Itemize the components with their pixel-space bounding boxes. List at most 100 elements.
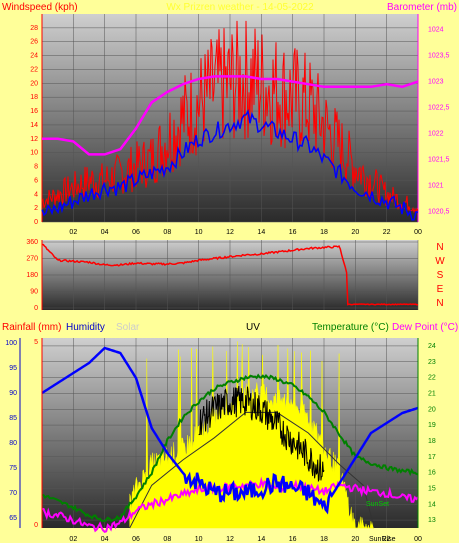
x-tick: 14 — [257, 536, 265, 543]
temp-tick: 19 — [428, 422, 436, 429]
x-tick: 06 — [132, 536, 140, 543]
direction-axis: 0 90 180 270 360 — [26, 239, 43, 312]
compass-letter: N — [436, 242, 443, 253]
direction-series — [41, 243, 418, 306]
weather-x-axis: 02 04 06 08 10 12 14 16 18 20 22 00 — [69, 536, 422, 543]
avg-windspeed-line — [41, 108, 419, 221]
humidity-axis: 65 70 75 80 85 90 95 100 — [5, 338, 21, 528]
x-tick: 08 — [163, 536, 171, 543]
temp-tick: 22 — [428, 375, 436, 382]
x-tick: 14 — [257, 229, 265, 236]
wind-tick: 20 — [30, 80, 38, 87]
temp-tick: 21 — [428, 390, 436, 397]
temp-tick: 15 — [428, 485, 436, 492]
x-tick: 00 — [414, 536, 422, 543]
humidity-tick: 90 — [9, 390, 17, 397]
wind-tick: 10 — [30, 150, 38, 157]
baro-tick: 1024 — [428, 27, 444, 34]
x-tick: 12 — [226, 229, 234, 236]
uv-line — [198, 385, 325, 483]
temp-tick: 14 — [428, 501, 436, 508]
x-tick: 08 — [163, 229, 171, 236]
x-tick: 04 — [101, 536, 109, 543]
temp-tick: 13 — [428, 517, 436, 524]
temp-tick: 16 — [428, 470, 436, 477]
wind-left-label: Windspeed (kph) — [2, 2, 78, 13]
humidity-tick: 75 — [9, 465, 17, 472]
temp-tick: 24 — [428, 343, 436, 350]
temp-tick: 18 — [428, 438, 436, 445]
direction-tick: 360 — [26, 239, 38, 246]
wind-tick: 24 — [30, 53, 38, 60]
wind-x-axis: 02 04 06 08 10 12 14 16 18 20 22 00 — [69, 229, 422, 236]
x-tick: 04 — [101, 229, 109, 236]
x-tick: 20 — [351, 229, 359, 236]
wind-tick: 18 — [30, 94, 38, 101]
x-tick: 02 — [69, 229, 77, 236]
x-tick: 18 — [320, 536, 328, 543]
x-tick: 22 — [383, 229, 391, 236]
humidity-line — [41, 346, 419, 515]
wind-tick: 14 — [30, 122, 38, 129]
sunrise-label: SunRise — [369, 536, 396, 543]
wind-tick: 0 — [34, 219, 38, 226]
humidity-tick: 65 — [9, 515, 17, 522]
x-tick: 16 — [289, 229, 297, 236]
wind-tick: 28 — [30, 25, 38, 32]
baro-tick: 1022 — [428, 131, 444, 138]
direction-tick: 270 — [26, 256, 38, 263]
x-tick: 20 — [351, 536, 359, 543]
direction-tick: 0 — [34, 305, 38, 312]
rain-tick: 5 — [34, 339, 38, 346]
rain-axis: 05 — [34, 338, 43, 529]
chart-title: Wx Prizren weather - 14-05-2022 — [166, 2, 314, 13]
uv-label: UV — [246, 322, 260, 333]
wind-right-axis: 1020,5 1021 1021,5 1022 1022,5 1023 1023,5 1024 — [417, 14, 450, 222]
direction-tick: 90 — [30, 289, 38, 296]
temperature-axis: 13 14 15 16 17 18 19 20 21 22 23 24 — [417, 338, 436, 528]
wind-tick: 4 — [34, 191, 38, 198]
wind-tick: 2 — [34, 205, 38, 212]
solar-max-line — [129, 411, 375, 529]
baro-tick: 1022,5 — [428, 105, 450, 112]
sunset-label: SunSet — [366, 501, 389, 508]
humidity-tick: 85 — [9, 415, 17, 422]
wind-right-label: Barometer (mb) — [387, 2, 457, 13]
direction-line — [41, 243, 418, 306]
baro-tick: 1021,5 — [428, 157, 450, 164]
baro-tick: 1020,5 — [428, 209, 450, 216]
x-tick: 22 — [383, 536, 391, 543]
windspeed-line — [41, 20, 419, 215]
humidity-tick: 80 — [9, 440, 17, 447]
rain-tick: 0 — [34, 522, 38, 529]
temp-tick: 23 — [428, 359, 436, 366]
baro-tick: 1023 — [428, 79, 444, 86]
baro-tick: 1023,5 — [428, 53, 450, 60]
baro-tick: 1021 — [428, 183, 444, 190]
x-tick: 12 — [226, 536, 234, 543]
direction-tick: 180 — [26, 272, 38, 279]
compass-letter: N — [436, 298, 443, 309]
x-tick: 06 — [132, 229, 140, 236]
rainfall-label: Rainfall (mm) — [2, 322, 61, 333]
wind-tick: 6 — [34, 177, 38, 184]
temp-tick: 17 — [428, 454, 436, 461]
compass-letter: S — [437, 270, 444, 281]
compass-letter: W — [435, 256, 445, 267]
x-tick: 10 — [195, 536, 203, 543]
solar-label: Solar — [116, 322, 140, 333]
humidity-label: Humidity — [66, 322, 105, 333]
temperature-label: Temperature (°C) — [312, 322, 389, 333]
x-tick: 18 — [320, 229, 328, 236]
wind-tick: 12 — [30, 136, 38, 143]
x-tick: 10 — [195, 229, 203, 236]
temperature-line — [41, 373, 419, 523]
barometer-line — [42, 75, 419, 156]
x-tick: 16 — [289, 536, 297, 543]
humidity-tick: 100 — [5, 340, 17, 347]
compass-letter: E — [437, 284, 444, 295]
wind-tick: 8 — [34, 164, 38, 171]
